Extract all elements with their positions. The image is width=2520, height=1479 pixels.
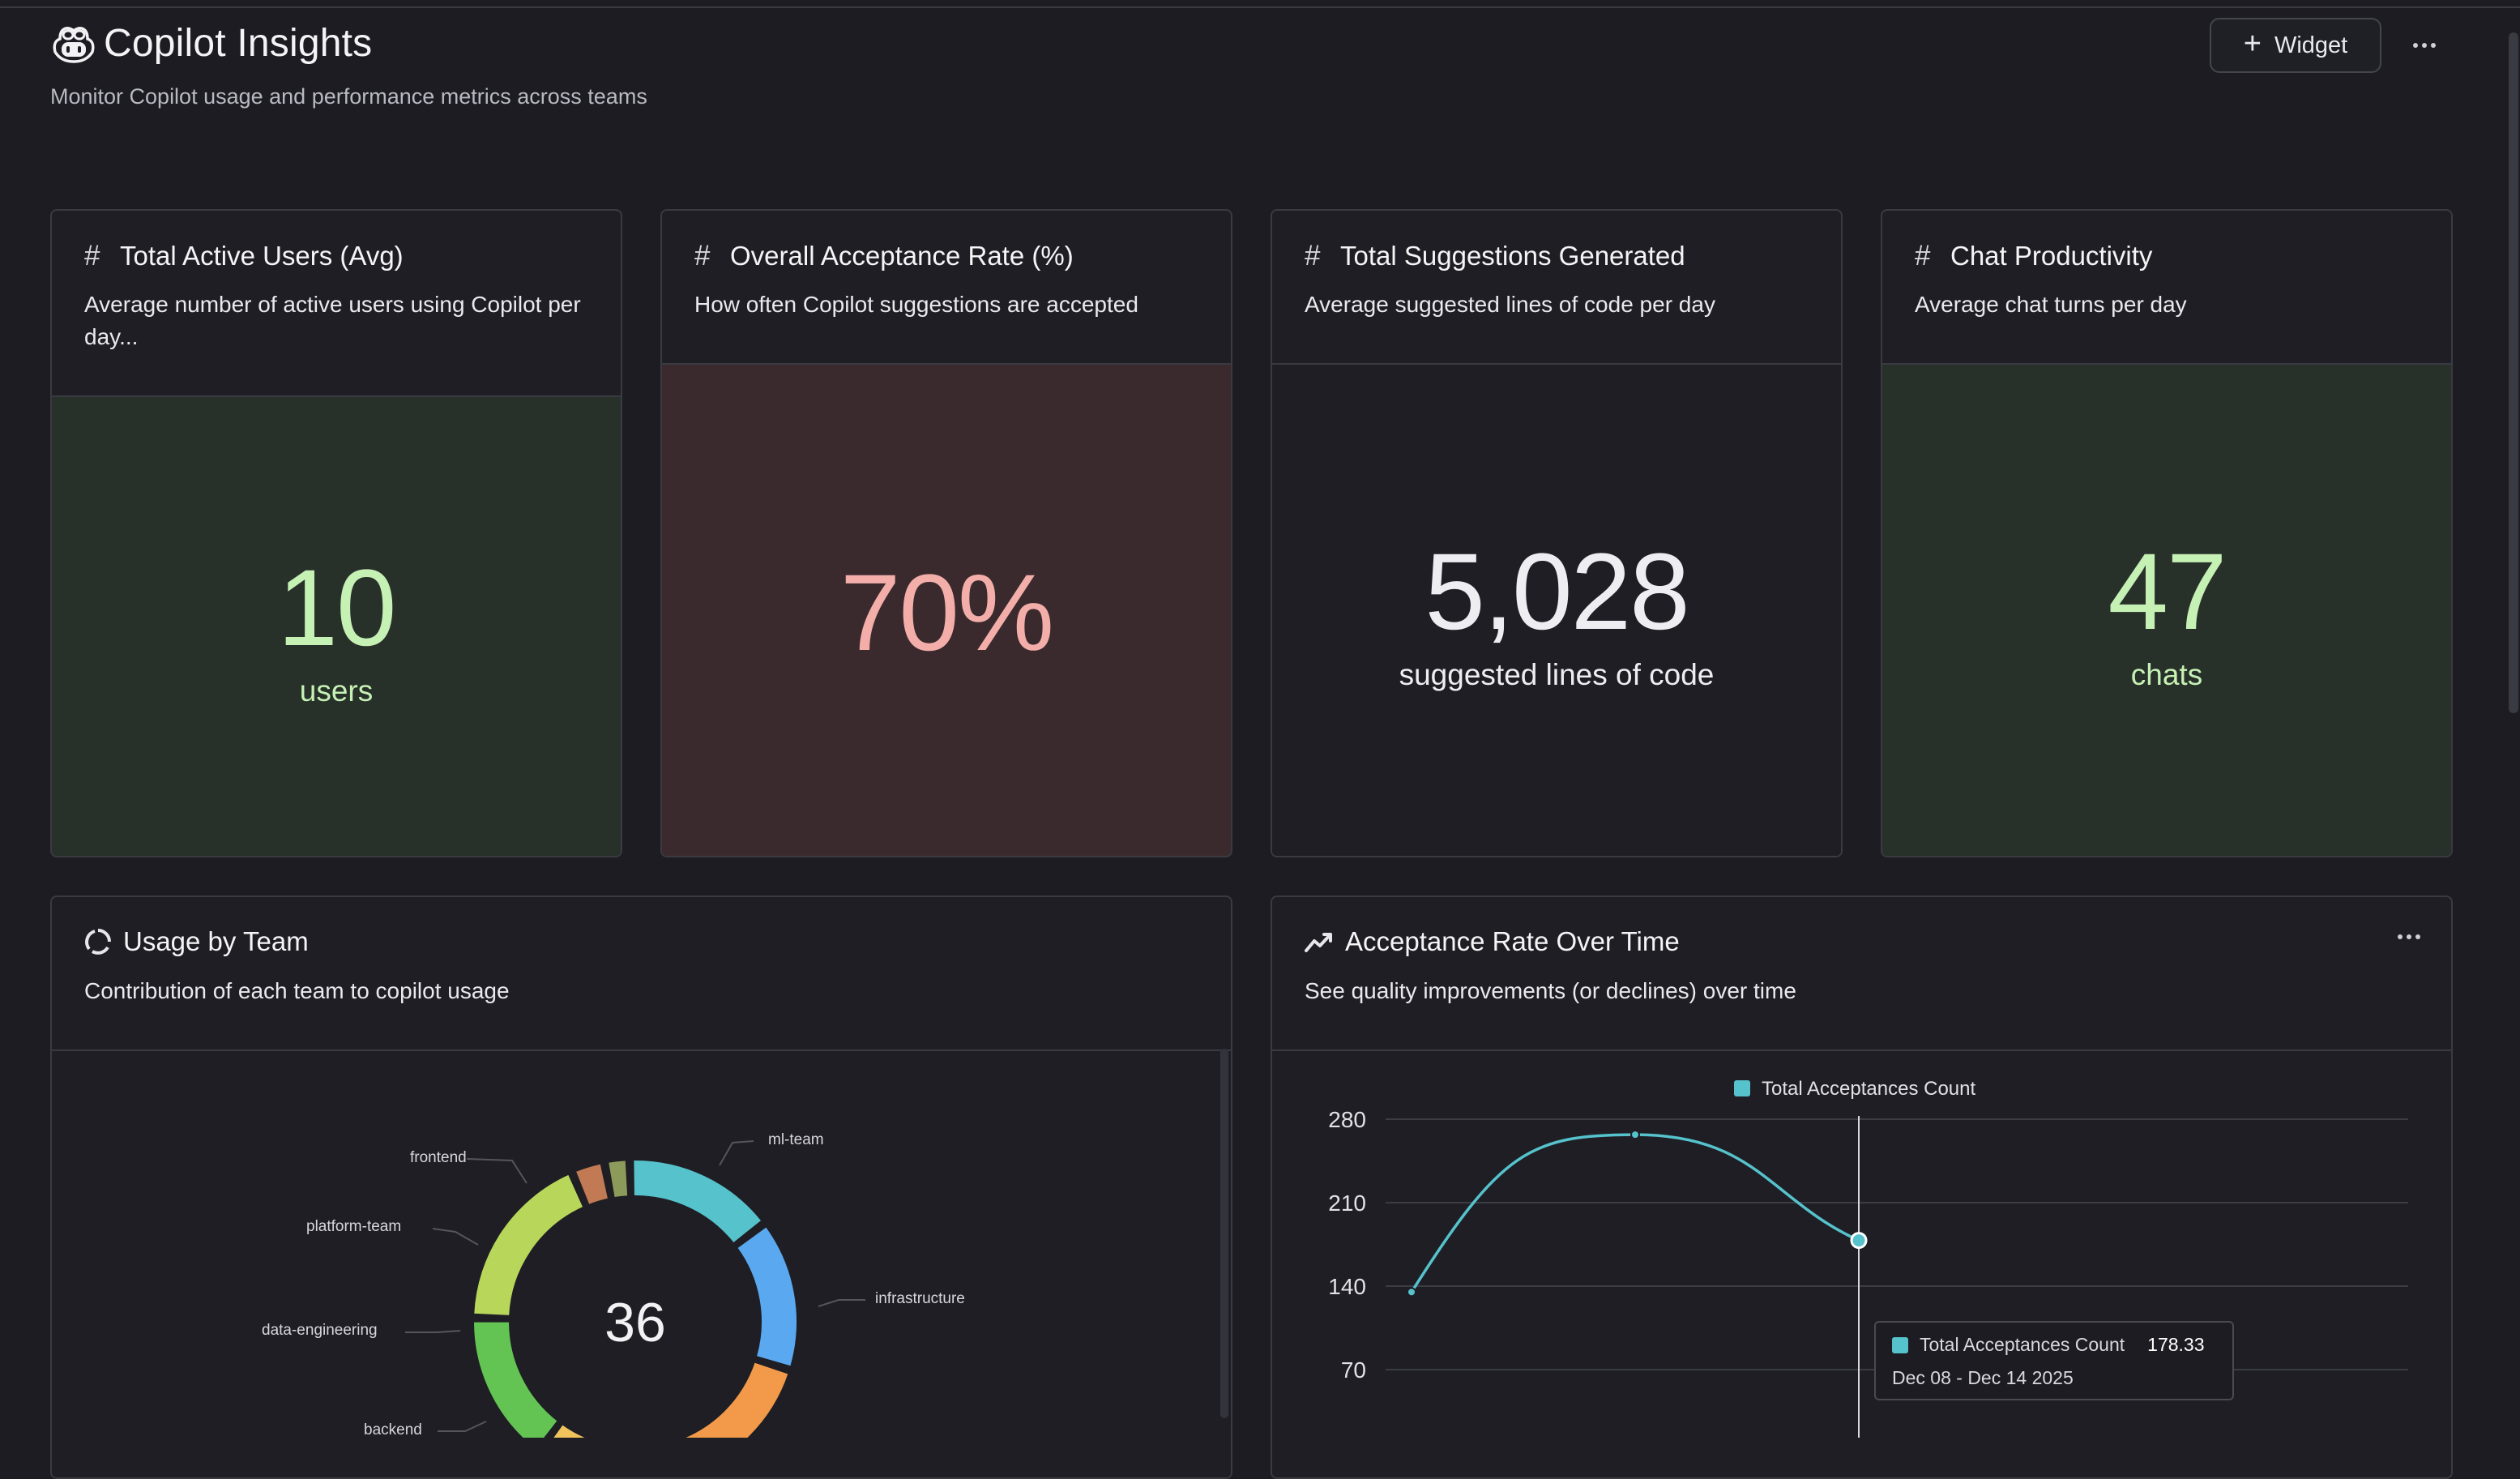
data-point[interactable] [1407,1287,1416,1297]
card-description: Average suggested lines of code per day [1305,292,1715,317]
card-title: Usage by Team [123,926,309,956]
donut-label-ml-team: ml-team [768,1131,824,1148]
card-title: Chat Productivity [1950,241,2153,271]
card-description: See quality improvements (or declines) o… [1305,978,1796,1003]
add-widget-label: Widget [2274,32,2348,58]
card-title: Acceptance Rate Over Time [1345,926,1680,956]
legend-swatch [1734,1080,1750,1096]
donut-label-frontend: frontend [410,1149,467,1166]
card-title-row: Acceptance Rate Over Time [1305,926,1680,957]
donut-chart-icon [85,929,111,955]
metric-block: 5,028 suggested lines of code [1272,538,1841,692]
donut-label-data-engineering: data-engineering [262,1322,378,1339]
card-title: Total Suggestions Generated [1340,241,1685,271]
hash-icon: # [1915,240,1931,271]
card-metric-area: 5,028 suggested lines of code [1272,363,1841,856]
metric-value: 10 [277,548,396,669]
donut-label-platform-team: platform-team [306,1218,402,1235]
line-chart-area [1272,1049,2451,1477]
donut-leader-lines [405,1140,865,1432]
card-title: Overall Acceptance Rate (%) [730,241,1074,271]
donut-segment-backend[interactable] [677,1361,790,1438]
metric-card-active-users: # Total Active Users (Avg) Average numbe… [50,209,622,857]
metric-block: 10 users [52,554,621,708]
copilot-icon [53,27,95,63]
donut-segment-extra-2[interactable] [607,1159,630,1199]
acceptance-rate-card: Acceptance Rate Over Time See quality im… [1271,896,2453,1479]
metric-value: 70% [839,553,1054,673]
donut-segment-ml-team[interactable] [632,1159,763,1245]
tooltip-swatch [1892,1336,1908,1353]
card-title: Total Active Users (Avg) [120,241,404,271]
donut-label-backend: backend [364,1421,422,1438]
title-row: Copilot Insights [50,19,372,66]
data-point[interactable] [1630,1130,1640,1140]
plus-icon: + [2243,27,2262,61]
card-description: Average number of active users using Cop… [84,292,581,349]
donut-center-value: 36 [604,1292,666,1353]
usage-donut-chart: 36 [472,1159,798,1438]
metric-value: 5,028 [1424,532,1689,652]
metric-block: 47 chats [1882,538,2451,692]
page-header: Copilot Insights Monitor Copilot usage a… [50,18,2465,123]
metric-unit: chats [2130,658,2203,691]
card-metric-area: 47 chats [1882,363,2451,856]
legend-label[interactable]: Total Acceptances Count [1762,1078,1975,1100]
tooltip-series-row: Total Acceptances Count 178.33 [1892,1334,2216,1356]
more-icon [2398,934,2420,939]
acceptance-line-chart: 280 210 140 70 Total Acceptances Count [1328,1078,2408,1438]
page-subtitle: Monitor Copilot usage and performance me… [50,84,647,109]
donut-chart-area [52,1049,1231,1477]
chart-scrollbar[interactable] [1220,1049,1228,1418]
page-more-button[interactable] [2404,28,2445,63]
tooltip-date-range: Dec 08 - Dec 14 2025 [1892,1367,2074,1388]
y-tick-label: 280 [1328,1107,1366,1132]
card-title-row: # Chat Productivity [1915,240,2152,272]
metric-card-total-suggestions: # Total Suggestions Generated Average su… [1271,209,1843,857]
y-tick-label: 140 [1328,1274,1366,1299]
metric-card-chat-productivity: # Chat Productivity Average chat turns p… [1881,209,2453,857]
donut-segment-platform-team[interactable] [472,1320,559,1438]
card-title-row: # Total Suggestions Generated [1305,240,1685,272]
card-description: Average chat turns per day [1915,292,2187,317]
page-title: Copilot Insights [104,21,373,65]
donut-segment-frontend[interactable] [472,1173,585,1317]
metric-block: 70% [662,559,1231,668]
card-metric-area: 10 users [52,395,621,856]
donut-segment-infrastructure[interactable] [736,1225,798,1368]
donut-segment-extra-1[interactable] [574,1162,610,1207]
metric-value: 47 [2108,532,2227,652]
add-widget-button[interactable]: + Widget [2210,18,2381,73]
line-chart-icon [1305,933,1332,952]
card-description: How often Copilot suggestions are accept… [694,292,1138,317]
chart-more-button[interactable] [2398,934,2420,939]
card-title-row: # Total Active Users (Avg) [84,240,404,272]
data-point[interactable] [1850,1232,1868,1250]
card-title-row: # Overall Acceptance Rate (%) [694,240,1074,272]
metric-card-acceptance-rate: # Overall Acceptance Rate (%) How often … [660,209,1232,857]
more-icon [2413,43,2436,48]
page-scrollbar[interactable] [2509,32,2518,713]
hash-icon: # [1305,240,1321,271]
series-line [1410,1133,1860,1293]
window-top-border [0,0,2520,8]
hash-icon: # [84,240,100,271]
y-tick-label: 70 [1341,1357,1366,1383]
donut-label-infrastructure: infrastructure [875,1290,965,1307]
card-description: Contribution of each team to copilot usa… [84,978,510,1003]
tooltip-value: 178.33 [2147,1334,2205,1355]
card-title-row: Usage by Team [84,926,309,957]
metric-unit: users [299,674,374,707]
donut-segment-data-engineering[interactable] [541,1423,682,1438]
tooltip-series-name: Total Acceptances Count [1920,1334,2125,1355]
y-tick-label: 210 [1328,1190,1366,1216]
chart-tooltip: Total Acceptances Count 178.33 Dec 08 - … [1874,1321,2234,1400]
metric-unit: suggested lines of code [1399,658,1715,691]
card-metric-area: 70% [662,363,1231,856]
hash-icon: # [694,240,711,271]
